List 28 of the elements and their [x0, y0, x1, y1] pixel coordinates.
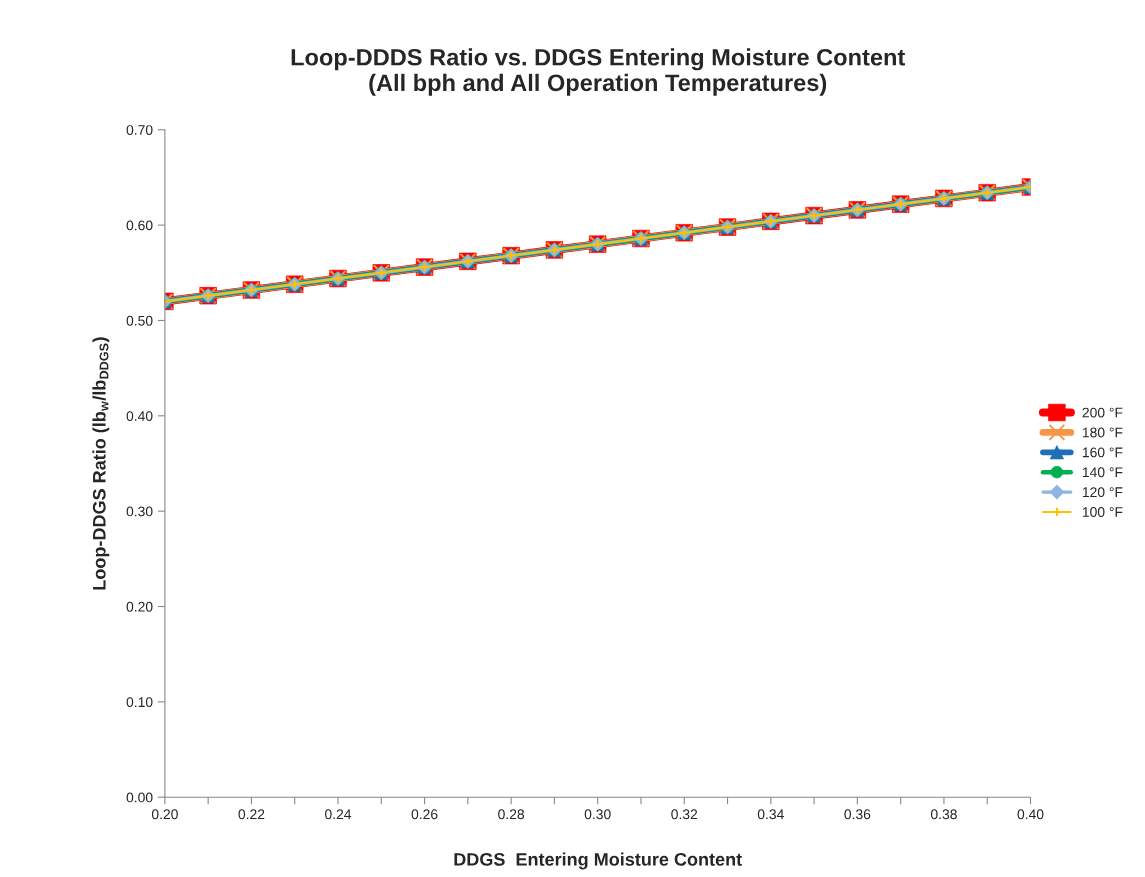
chart-title: Loop-DDDS Ratio vs. DDGS Entering Moisture Content (All bph and All Operation Temperatures) — [291, 48, 906, 96]
y-tick-label: 0.10 — [126, 697, 153, 708]
y-tick-label: 0.50 — [126, 315, 153, 326]
x-tick-label: 0.20 — [151, 809, 178, 820]
x-axis-title: DDGS Entering Moisture Content — [454, 852, 742, 870]
y-tick-label: 0.60 — [126, 220, 153, 231]
y-tick-label: 0.30 — [126, 506, 153, 517]
legend-label: 200 °F — [1082, 407, 1123, 418]
x-tick-label: 0.40 — [1017, 809, 1044, 820]
x-tick-label: 0.38 — [930, 809, 957, 820]
x-tick-label: 0.32 — [671, 809, 698, 820]
legend-label: 120 °F — [1082, 487, 1123, 498]
y-axis-title: Loop-DDGS Ratio (lb$_{w}$/lb$_{DDGS}$) — [92, 337, 110, 590]
y-tick-label: 0.20 — [126, 601, 153, 612]
y-tick-label: 0.40 — [126, 411, 153, 421]
x-tick-label: 0.26 — [411, 809, 438, 820]
x-tick-label: 0.36 — [844, 809, 871, 820]
x-tick-label: 0.24 — [325, 809, 352, 820]
legend-label: 160 °F — [1082, 447, 1123, 458]
y-tick-label: 0.00 — [126, 792, 153, 803]
legend-label: 100 °F — [1082, 507, 1123, 517]
legend-label: 140 °F — [1082, 467, 1123, 478]
legend-label: 180 °F — [1082, 427, 1123, 438]
y-tick-label: 0.70 — [126, 125, 153, 135]
x-tick-label: 0.22 — [238, 809, 265, 820]
x-tick-label: 0.28 — [498, 809, 525, 820]
x-tick-label: 0.34 — [757, 809, 784, 820]
x-tick-label: 0.30 — [584, 809, 611, 820]
